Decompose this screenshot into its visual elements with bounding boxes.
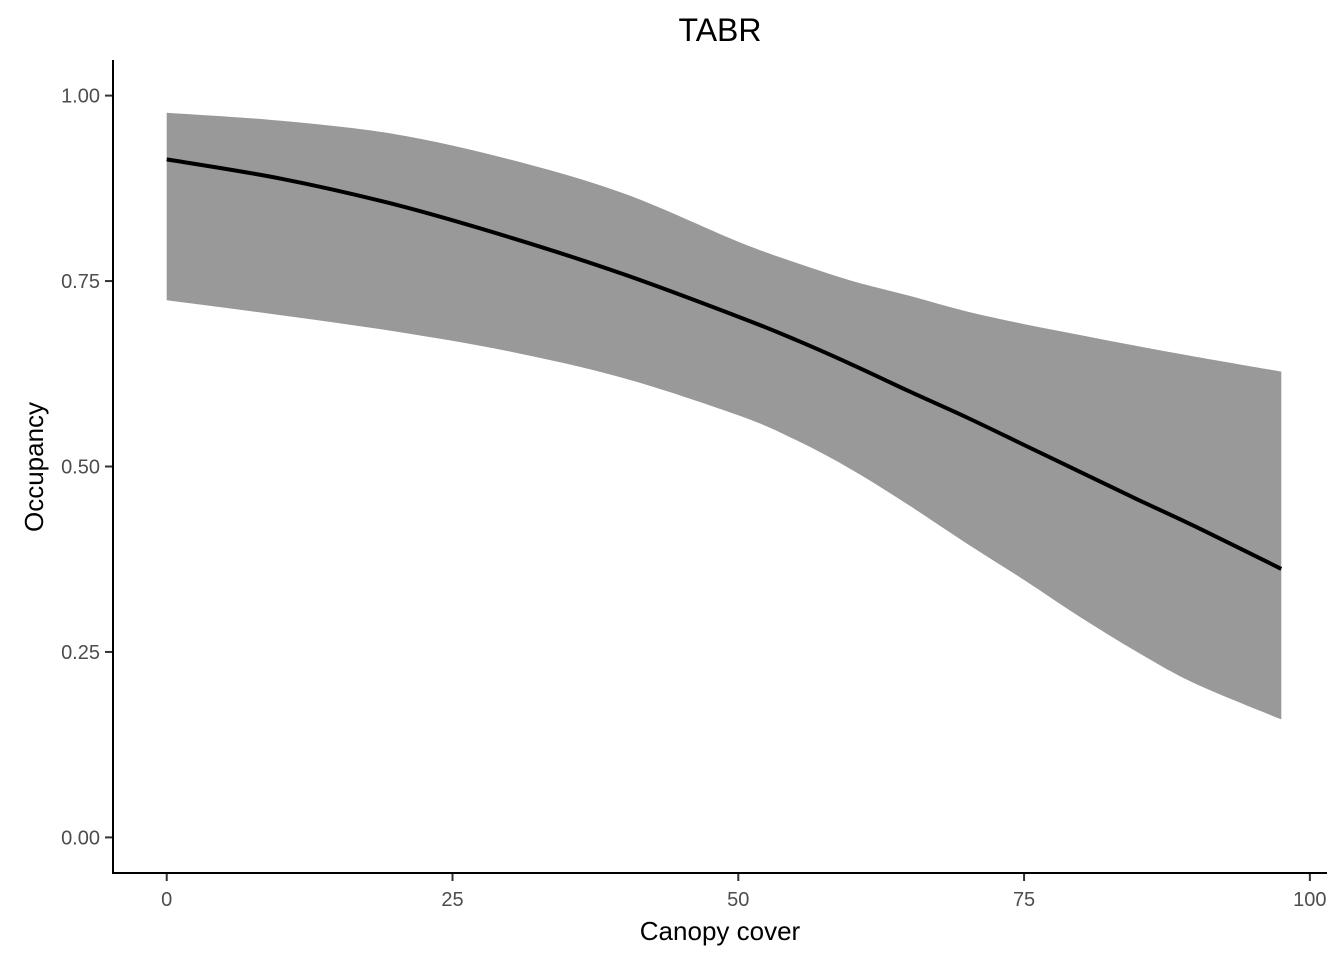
x-tick-label: 75	[1013, 889, 1035, 911]
plot-area	[166, 112, 1283, 720]
y-axis-ticks: 0.00 0.25 0.50 0.75 1.00	[61, 86, 112, 849]
x-axis-title: Canopy cover	[640, 916, 801, 946]
chart-title: TABR	[679, 12, 762, 48]
x-tick-label: 50	[727, 889, 749, 911]
y-tick-label: 0.00	[61, 827, 100, 849]
y-tick-label: 1.00	[61, 86, 100, 108]
y-tick-label: 0.75	[61, 271, 100, 293]
y-tick-label: 0.25	[61, 642, 100, 664]
x-axis-ticks: 0 25 50 75 100	[161, 874, 1327, 911]
y-axis-title: Occupancy	[19, 402, 49, 532]
x-tick-label: 0	[161, 889, 172, 911]
occupancy-line	[166, 157, 1283, 571]
x-tick-label: 25	[441, 889, 463, 911]
confidence-ribbon	[166, 112, 1282, 720]
x-tick-label: 100	[1293, 889, 1326, 911]
y-tick-label: 0.50	[61, 457, 100, 479]
